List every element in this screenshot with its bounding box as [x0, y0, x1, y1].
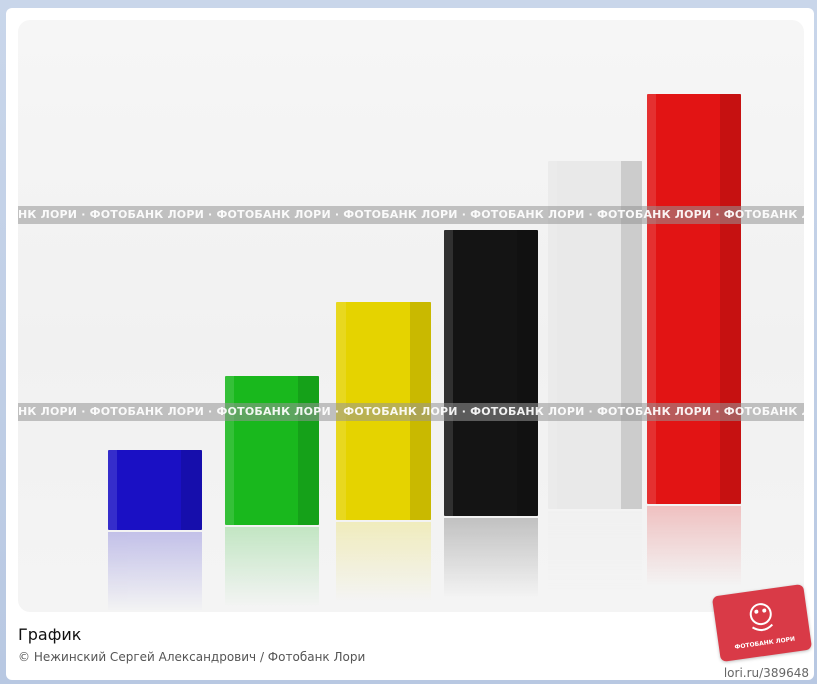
lori-logo-badge[interactable]: ФОТОБАНК ЛОРИ [711, 583, 813, 663]
photo: НК ЛОРИ · ФОТОБАНК ЛОРИ · ФОТОБАНК ЛОРИ … [18, 20, 804, 612]
bar-reflection-black [444, 518, 538, 598]
watermark-strip-top: НК ЛОРИ · ФОТОБАНК ЛОРИ · ФОТОБАНК ЛОРИ … [18, 206, 804, 224]
bar-blue [108, 450, 202, 530]
watermark-strip-middle: НК ЛОРИ · ФОТОБАНК ЛОРИ · ФОТОБАНК ЛОРИ … [18, 403, 804, 421]
image-id-link[interactable]: lori.ru/389648 [723, 666, 809, 680]
image-credit: © Нежинский Сергей Александрович / Фотоб… [18, 650, 366, 664]
bar-reflection-green [225, 527, 319, 607]
image-title[interactable]: График [18, 625, 82, 644]
bar-black [444, 230, 538, 516]
lori-logo-icon [749, 603, 774, 632]
bar-reflection-yellow [336, 522, 431, 602]
bar-reflection-red [647, 506, 741, 586]
bar-reflection-blue [108, 532, 202, 612]
bar-reflection-white [548, 511, 642, 591]
bar-green [225, 376, 319, 525]
bar-red [647, 94, 741, 504]
